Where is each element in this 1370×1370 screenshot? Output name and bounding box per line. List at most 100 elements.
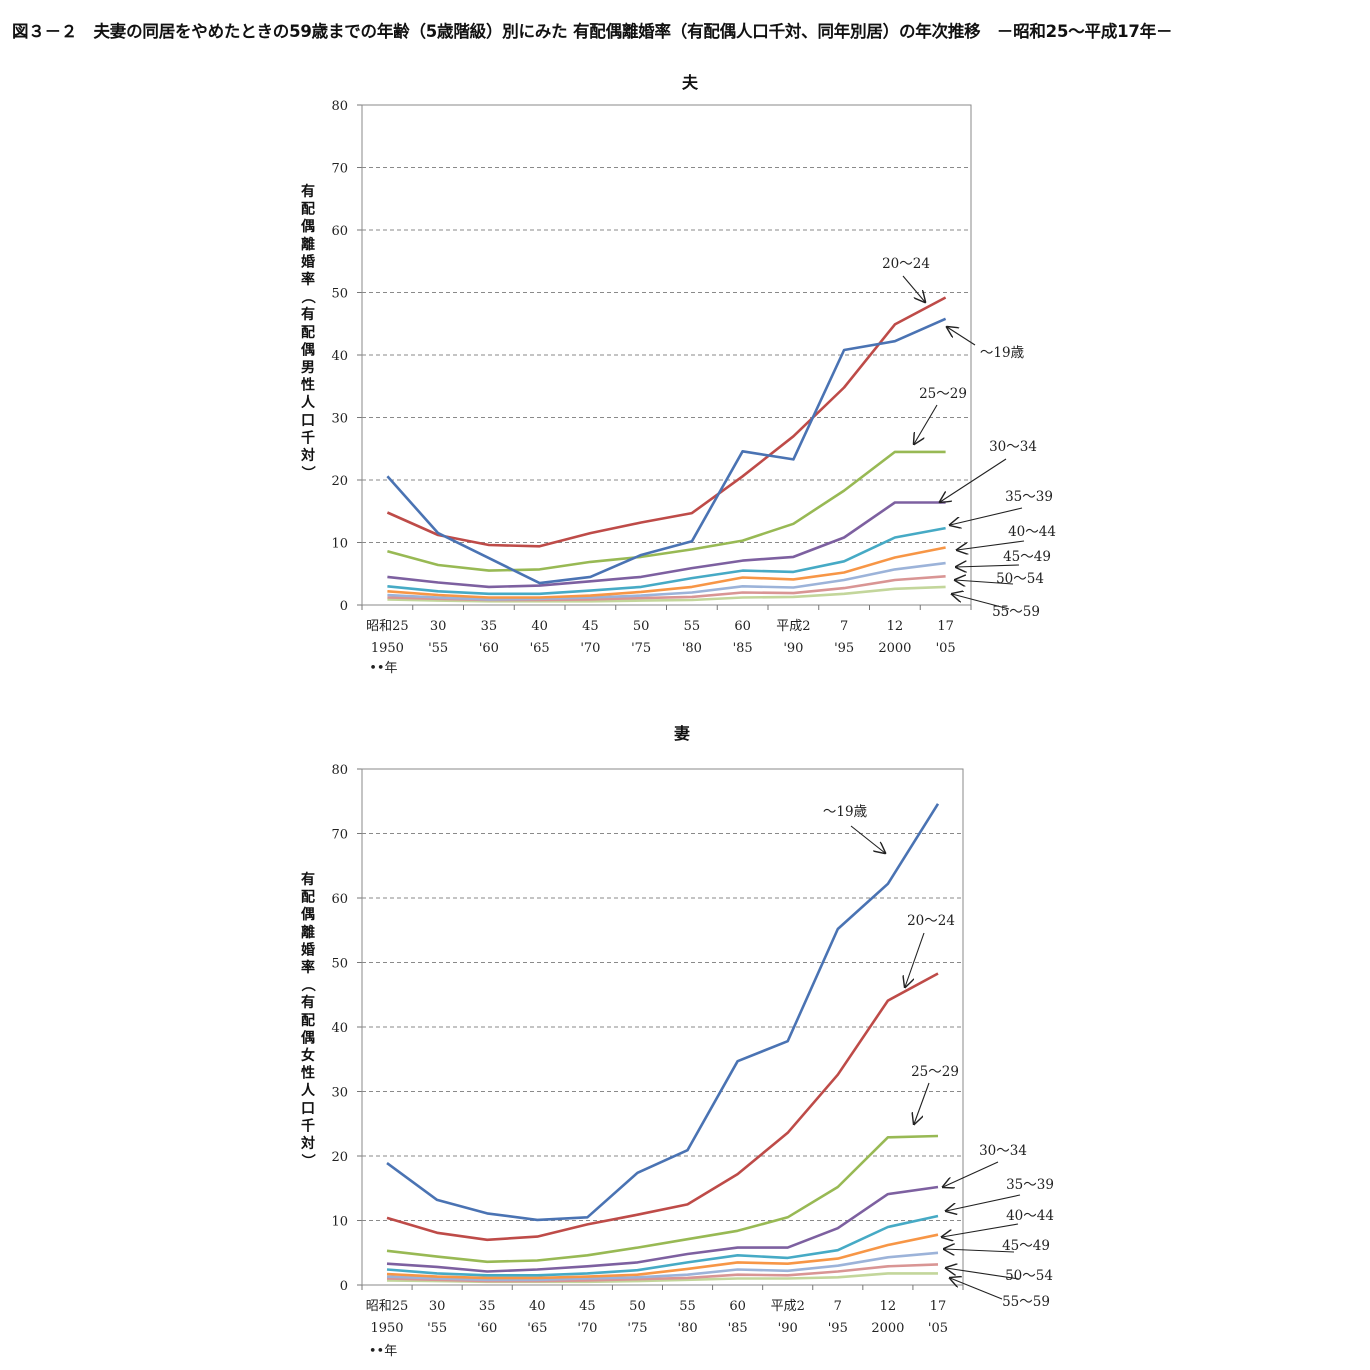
y-axis-label-char: （ [299, 290, 315, 304]
husband-chart: 夫 0 10 20 30 40 50 60 70 80 昭和25 1950 30 '55 35 '60 40 '6… [299, 73, 1056, 676]
x-tick-label: '75 [631, 641, 651, 656]
x-tick-label: 平成2 [776, 619, 810, 634]
x-tick-label: '70 [580, 641, 600, 656]
x-tick-label: 30 [430, 619, 447, 634]
y-axis-label-char: 性 [301, 377, 315, 394]
y-axis-label-char: 婚 [301, 941, 315, 958]
series-label-arrow [956, 565, 1020, 567]
x-tick-label: '90 [778, 1321, 798, 1336]
series-line-to-19 [386, 317, 947, 585]
y-axis-label-char: 偶 [301, 1029, 315, 1046]
y-axis-label-char: 性 [301, 1065, 315, 1082]
page-title: 図３－２ 夫妻の同居をやめたときの59歳までの年齢（5歳階級）別にみた 有配偶離… [12, 22, 1173, 41]
series-line-30to-34 [387, 501, 946, 589]
y-axis-label-char: 対 [300, 447, 315, 464]
y-axis-label-char: 男 [301, 360, 315, 376]
y-axis-label-char: 口 [301, 413, 315, 429]
x-tick-label: 50 [633, 619, 650, 634]
series-label-arrow [950, 1278, 1003, 1300]
y-tick-label: 30 [331, 412, 348, 427]
series-label-arrow [850, 825, 885, 853]
x-tick-label: 40 [529, 1299, 546, 1314]
y-axis-label-char: 女 [301, 1047, 315, 1064]
series-label-arrow [944, 1249, 1015, 1252]
x-tick-label: 7 [834, 1299, 842, 1314]
y-axis-label-char: 口 [301, 1101, 315, 1117]
y-axis-label-char: 千 [301, 1117, 315, 1134]
x-tick-label: '80 [682, 641, 702, 656]
y-axis-label-char: 率 [301, 271, 315, 288]
y-axis-label-char: 有 [301, 306, 315, 323]
x-tick-label: 1950 [370, 1321, 403, 1336]
y-axis-label-char: 有 [301, 994, 315, 1011]
series-label-arrow [943, 1161, 999, 1187]
series-line-25to-29 [386, 1134, 939, 1264]
series-label: 50～54 [996, 571, 1044, 587]
y-axis-label-char: 人 [301, 394, 316, 411]
y-axis-label-char: ） [299, 1154, 315, 1168]
series-line-20to-24 [386, 296, 947, 548]
series-label: 20～24 [882, 256, 930, 272]
x-tick-label: 40 [531, 619, 548, 634]
x-tick-label: '60 [477, 1321, 497, 1336]
series-line-40to-44 [387, 546, 946, 599]
x-tick-label: 17 [937, 619, 954, 634]
y-tick-label: 40 [331, 349, 348, 364]
y-tick-label: 70 [331, 828, 348, 843]
series-label-arrow [914, 1082, 930, 1124]
x-tick-label: '05 [928, 1321, 948, 1336]
series-line-to-19 [386, 803, 940, 1222]
series-line-45to-49 [387, 561, 946, 601]
series-label: 20～24 [907, 913, 955, 929]
series-line-35to-39 [387, 526, 946, 596]
x-tick-label: '55 [428, 641, 448, 656]
y-axis-label-char: 配 [301, 1013, 315, 1029]
x-tick-label: '60 [479, 641, 499, 656]
y-tick-label: 50 [331, 957, 348, 972]
y-axis-label-char: 偶 [301, 218, 315, 235]
y-tick-label: 40 [331, 1021, 348, 1036]
x-tick-label: '80 [677, 1321, 697, 1336]
x-tick-label: 12 [887, 619, 904, 634]
y-tick-label: 10 [331, 537, 348, 552]
y-tick-label: 10 [331, 1215, 348, 1230]
series-label-arrow [942, 1223, 1019, 1237]
y-tick-label: 50 [331, 287, 348, 302]
y-tick-label: 60 [331, 892, 348, 907]
x-tick-label: 60 [734, 619, 751, 634]
x-tick-label: 12 [880, 1299, 897, 1314]
y-tick-label: 0 [340, 599, 348, 614]
x-tick-label: 50 [629, 1299, 646, 1314]
series-label-arrow [914, 404, 938, 444]
series-label: 40～44 [1006, 1208, 1054, 1224]
x-tick-label: 2000 [871, 1321, 904, 1336]
series-label: 45～49 [1003, 549, 1051, 565]
y-axis-label-char: 配 [301, 325, 315, 341]
x-tick-label: '90 [783, 641, 803, 656]
x-tick-label: '70 [577, 1321, 597, 1336]
x-tick-label: 55 [679, 1299, 696, 1314]
y-axis-label-char: 人 [301, 1082, 316, 1099]
x-tick-label: '85 [733, 641, 753, 656]
series-label: ～19歳 [980, 345, 1025, 361]
series-label: 25～29 [911, 1064, 959, 1080]
x-tick-label: 45 [582, 619, 599, 634]
series-label-arrow [902, 275, 925, 302]
y-axis-label-char: 婚 [301, 253, 315, 270]
y-axis-label-char: 離 [301, 924, 315, 941]
y-axis-label-char: 有 [301, 871, 315, 888]
x-tick-label: 30 [429, 1299, 446, 1314]
chart-title: 夫 [682, 73, 699, 92]
y-tick-label: 80 [331, 763, 348, 778]
series-line-35to-39 [386, 1214, 939, 1277]
x-unit-label: ••年 [369, 1344, 397, 1359]
x-tick-label: 平成2 [771, 1299, 805, 1314]
y-tick-label: 20 [331, 474, 348, 489]
x-tick-label: '55 [427, 1321, 447, 1336]
series-label: 45～49 [1002, 1238, 1050, 1254]
series-label: 35～39 [1005, 489, 1053, 505]
x-tick-label: 昭和25 [366, 1299, 409, 1314]
y-tick-label: 0 [340, 1279, 348, 1294]
y-axis-label-char: （ [299, 978, 315, 992]
